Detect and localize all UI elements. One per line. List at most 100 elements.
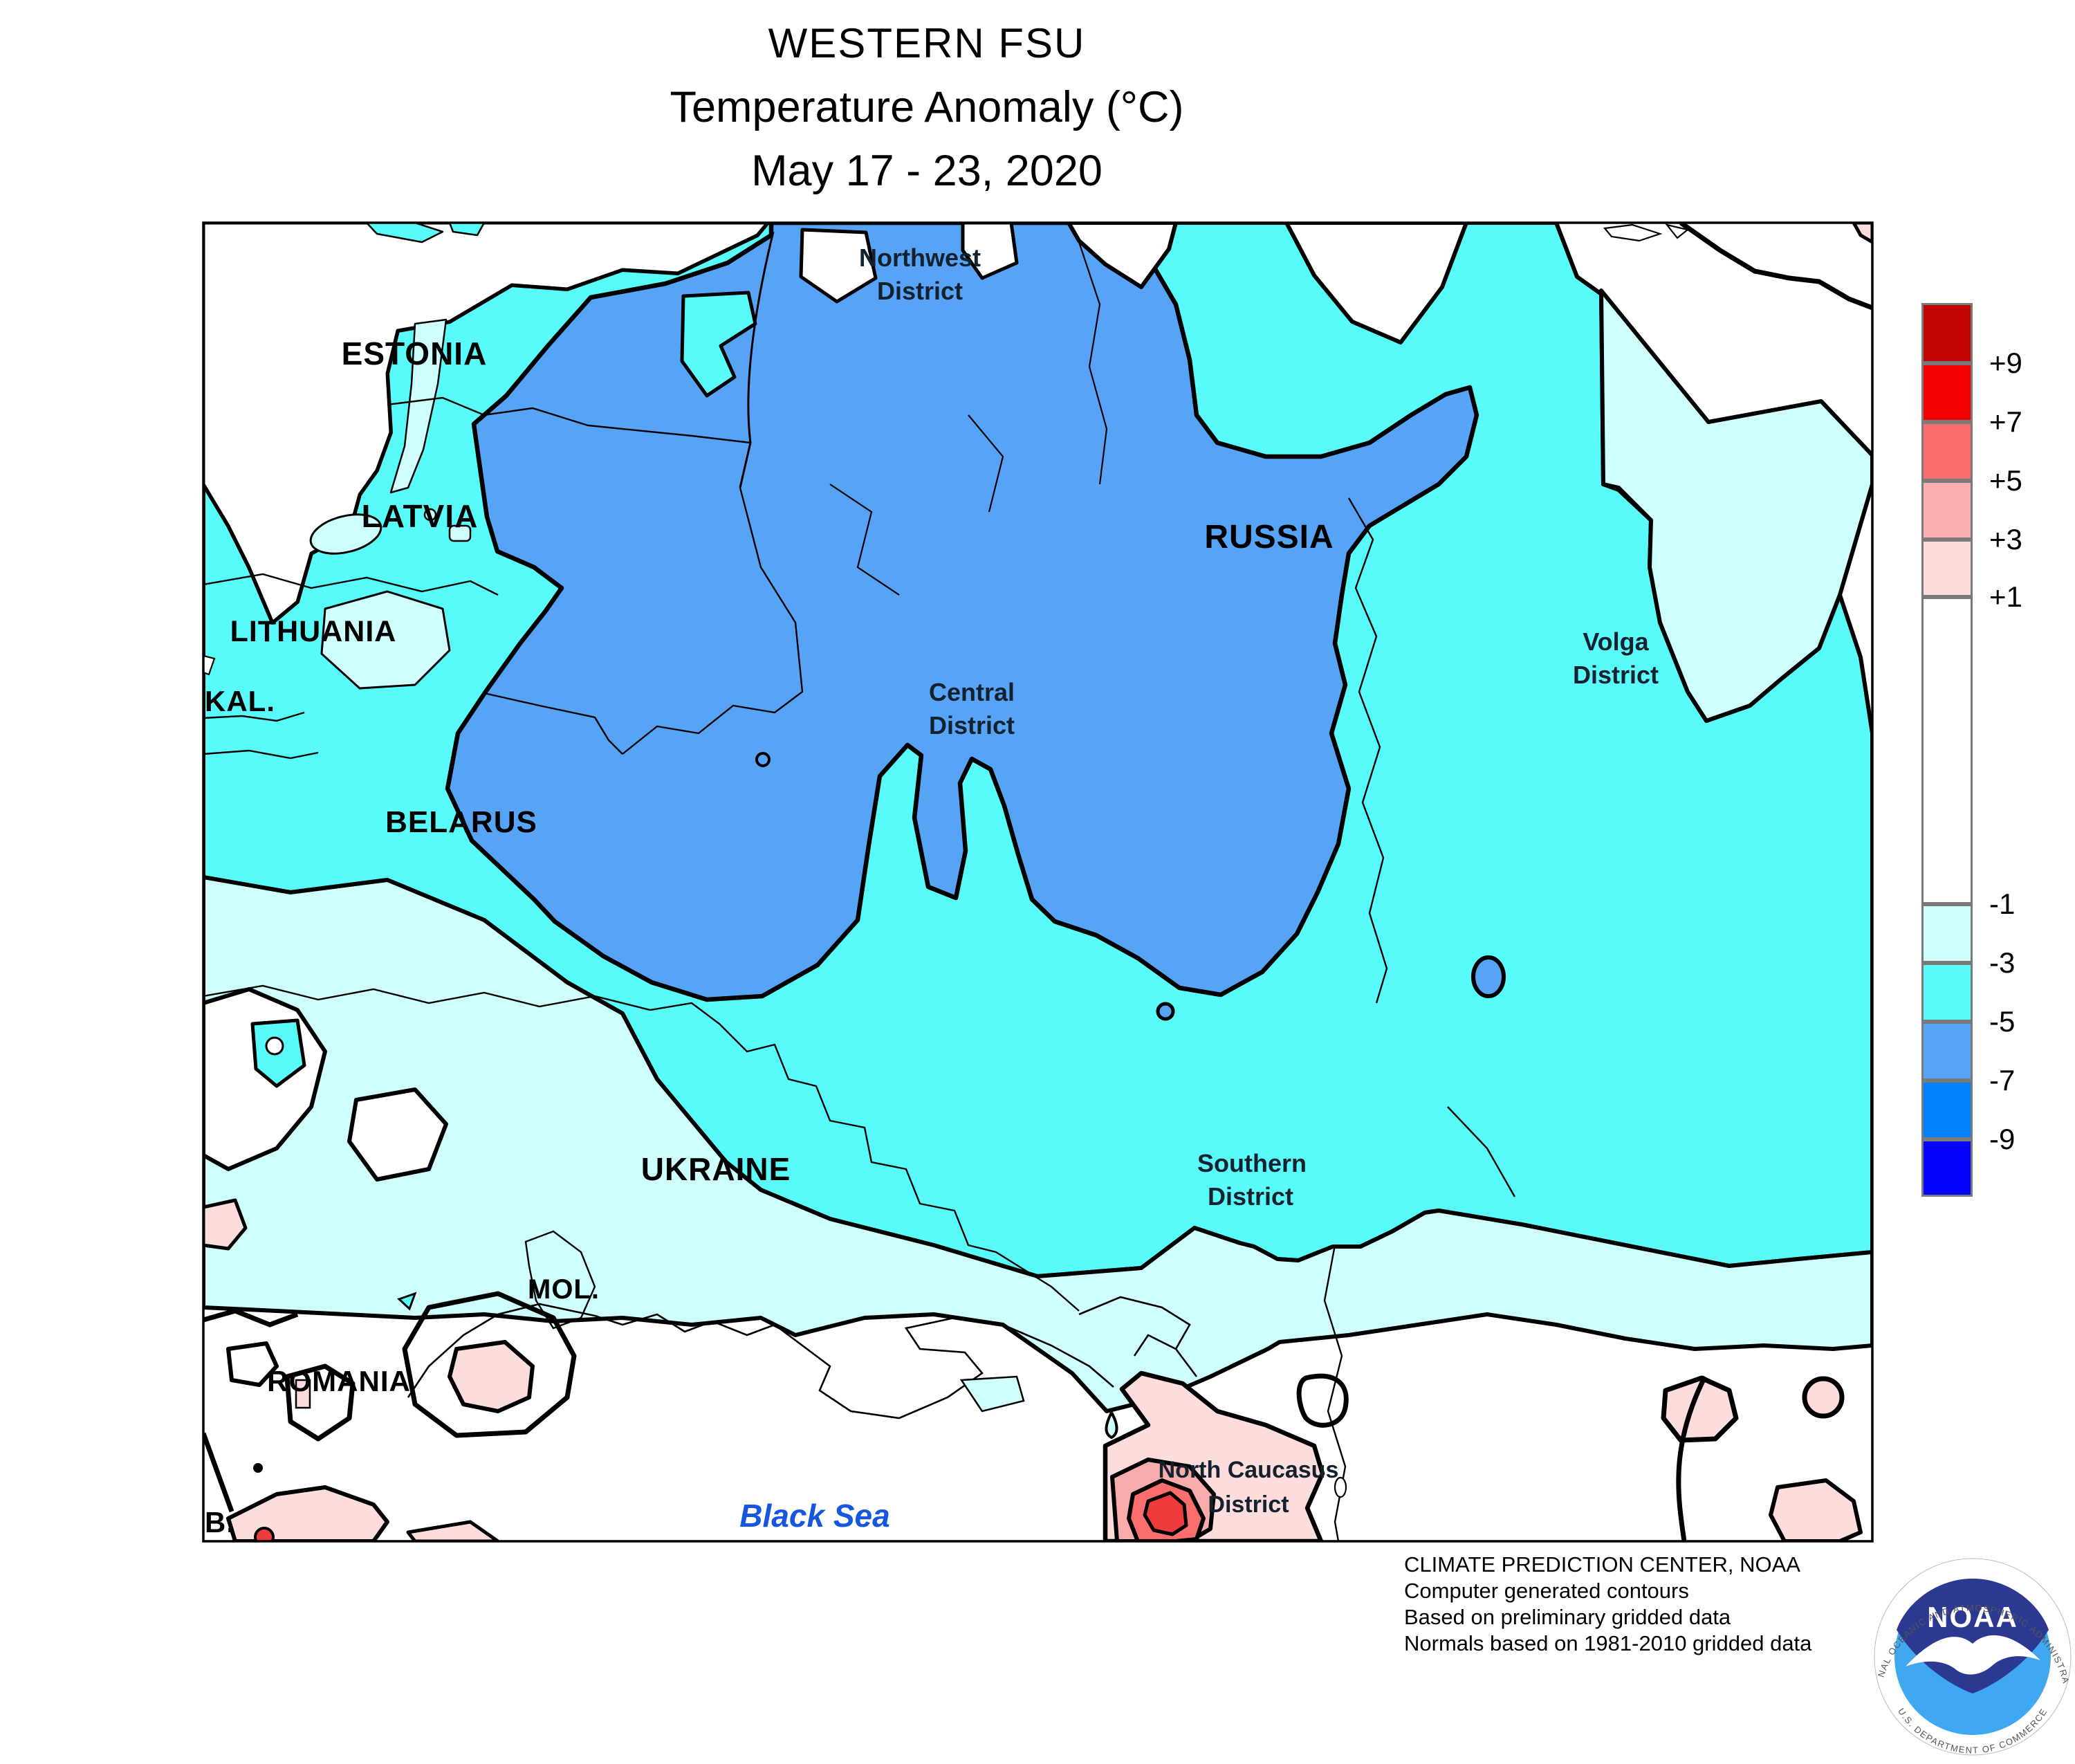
legend-swatch-1-3: [1921, 540, 1973, 597]
legend-label-m1: -1: [1989, 888, 2016, 920]
white-dot-west: [265, 1036, 284, 1056]
blue-region-central: [445, 223, 1479, 1002]
border-lithuania-belarus: [483, 692, 623, 755]
contour-loop-romania: [402, 1291, 577, 1438]
crimea-pale-patch: [959, 1375, 1025, 1413]
label-lithuania: LITHUANIA: [230, 615, 397, 648]
title-block: WESTERN FSU Temperature Anomaly (°C) May…: [0, 19, 1854, 196]
label-central-district-1: Central: [929, 678, 1015, 706]
contour-loop-small-1: [284, 1363, 356, 1442]
kaliningrad-coast-notch: [203, 654, 216, 676]
label-volga-district-1: Volga: [1583, 627, 1649, 656]
white-gulf-notch-1: [1067, 223, 1178, 289]
legend-swatch-m3-5: [1921, 963, 1973, 1022]
label-southern-district-2: District: [1208, 1182, 1293, 1211]
legend-label-m9: -9: [1989, 1123, 2016, 1155]
island-hiiumaa: [309, 513, 382, 555]
legend-label-m3: -3: [1989, 946, 2016, 979]
label-black-sea: Black Sea: [739, 1498, 889, 1534]
legend-swatch-m7-9: [1921, 1081, 1973, 1139]
pink-patch-bottom-2: [406, 1520, 500, 1541]
credits-line-4: Normals based on 1981-2010 gridded data: [1404, 1631, 1812, 1655]
contour-hook-caucasus: [1296, 1373, 1349, 1428]
legend-swatch-m5-7: [1921, 1022, 1973, 1081]
noaa-logo-dark-diamond: [1897, 1579, 2049, 1693]
cyan-hook-patch: [680, 291, 757, 398]
label-southern-district-1: Southern: [1197, 1149, 1307, 1177]
label-latvia: LATVIA: [362, 498, 479, 534]
legend-swatch-3-5: [1921, 481, 1973, 540]
label-northwest-district-2: District: [877, 277, 963, 305]
lake-onega: [961, 223, 1019, 280]
credits-line-1: CLIMATE PREDICTION CENTER, NOAA: [1404, 1552, 1800, 1577]
border-latvia-lithuania: [203, 573, 499, 596]
label-moldova: MOL.: [528, 1274, 600, 1305]
border-estonia-russia: [739, 231, 775, 488]
credits-line-2: Computer generated contours: [1404, 1579, 1689, 1603]
contour-loop-small-2: [226, 1341, 279, 1387]
border-kaliningrad: [203, 711, 319, 760]
credits-block: CLIMATE PREDICTION CENTER, NOAA Computer…: [1404, 1552, 1811, 1657]
red-dot-bottom-left: [254, 1527, 275, 1541]
credits-line-3: Based on preliminary gridded data: [1404, 1605, 1731, 1629]
border-volga-kazakh: [1447, 1106, 1516, 1197]
border-moldova: [524, 1230, 596, 1330]
legend-label-p1: +1: [1989, 580, 2022, 613]
legend-label-p5: +5: [1989, 464, 2022, 497]
lakes-northeast-outline: [1603, 223, 1690, 242]
map-subtitle: Temperature Anomaly (°C): [670, 83, 1184, 131]
border-estonia-latvia: [387, 396, 751, 444]
map-frame: [202, 221, 1874, 1543]
border-central-volga: [1347, 497, 1388, 1004]
legend-swatch-ltm9: [1921, 1139, 1973, 1197]
lake-ladoga: [799, 228, 878, 304]
legend-swatch-5-7: [1921, 422, 1973, 481]
coastline-black-sea: [407, 1296, 1198, 1420]
island-small: [448, 524, 472, 542]
islet-dot: [423, 508, 437, 522]
legend-swatch-m1-3: [1921, 904, 1973, 963]
label-russia: RUSSIA: [1204, 519, 1334, 555]
pink-romania-patch: [448, 1340, 535, 1413]
cyan-triangle-small: [397, 1292, 417, 1311]
label-caucasus-district-1: North Caucasus: [1159, 1457, 1339, 1483]
legend-label-m5: -5: [1989, 1005, 2016, 1038]
legend-swatch-7-9: [1921, 363, 1973, 422]
pink-sliver-small: [295, 1379, 311, 1409]
contour-line-northeast: [1679, 223, 1872, 311]
noaa-logo-text: NOAA: [1927, 1601, 2018, 1633]
label-volga-district-2: District: [1573, 661, 1659, 689]
legend-swatch-0: [1921, 597, 1973, 904]
island-saaremaa: [320, 590, 451, 690]
noaa-logo-bird: [1906, 1635, 2040, 1675]
label-romania: ROMANIA: [267, 1365, 411, 1397]
map-title: WESTERN FSU: [768, 20, 1086, 66]
label-belarus: BELARUS: [385, 805, 537, 839]
white-gulf-notch-2: [1284, 223, 1468, 344]
finland-coast-slivers: [365, 223, 486, 244]
pink-blob-southeast: [1661, 1375, 1739, 1443]
label-northwest-district-1: Northwest: [859, 244, 981, 272]
label-kaliningrad: KAL.: [205, 685, 275, 717]
border-belarus-russia: [622, 487, 804, 755]
pale-cyan-region-northeast: [1599, 288, 1872, 723]
pink-patch-west-edge: [203, 1198, 248, 1251]
legend-label-p3: +3: [1989, 523, 2022, 555]
lake-small-south: [1334, 1476, 1347, 1498]
caucasus-red-core: [1143, 1491, 1188, 1536]
pale-cyan-region-south: [203, 875, 1872, 1413]
contour-line-west-1: [203, 1308, 299, 1327]
legend-label-p9: +9: [1989, 347, 2022, 379]
border-belarus-ukraine: [203, 984, 1080, 1312]
label-caucasus-district-2: District: [1208, 1491, 1289, 1518]
blue-islet-south: [1156, 1002, 1175, 1021]
pale-teardrop: [1105, 1409, 1118, 1440]
white-patch-west-2: [347, 1087, 448, 1182]
map-date-range: May 17 - 23, 2020: [751, 147, 1103, 195]
black-dot-small: [253, 1463, 263, 1473]
label-ukraine: UKRAINE: [641, 1151, 791, 1187]
blue-islet-east: [1471, 955, 1506, 998]
border-southern-caucasus: [1323, 1244, 1347, 1541]
contour-line-southeast: [1676, 1375, 1708, 1541]
